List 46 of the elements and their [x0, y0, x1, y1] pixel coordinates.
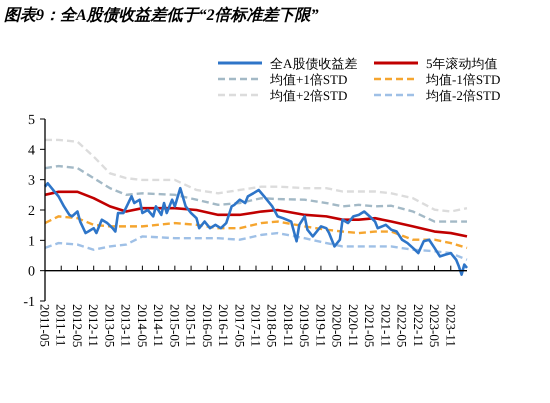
line-series	[44, 190, 468, 238]
x-tick-label: 2011-05	[38, 304, 52, 347]
x-tick-label: 2013-05	[102, 304, 118, 348]
legend-label: 全A股债收益差	[270, 56, 358, 71]
x-tick-label: 2016-11	[216, 304, 232, 347]
legend-label: 均值+2倍STD	[269, 88, 348, 103]
x-tick-label: 2020-11	[346, 304, 361, 347]
x-tick-label: 2018-11	[280, 304, 296, 347]
legend-label: 均值-1倍STD	[425, 72, 500, 87]
x-tick-label: 2017-05	[232, 304, 248, 348]
x-tick-label: 2018-05	[264, 304, 280, 348]
x-tick-label: 2020-05	[330, 304, 345, 348]
x-tick-label: 2019-11	[313, 304, 328, 347]
x-tick-label: 2014-11	[151, 304, 166, 347]
x-tick-label: 2019-05	[297, 304, 312, 348]
y-tick-label: 3	[28, 174, 35, 189]
y-tick-label: 5	[28, 113, 35, 128]
legend-label: 5年滚动均值	[426, 56, 498, 71]
legend-label: 均值+1倍STD	[269, 72, 348, 87]
y-tick-label: 1	[28, 234, 35, 250]
x-tick-label: 2016-05	[200, 304, 215, 348]
x-tick-label: 2021-05	[362, 304, 378, 348]
x-tick-label: 2015-05	[167, 304, 182, 348]
line-series	[44, 164, 468, 223]
x-tick-label: 2023-05	[427, 304, 442, 348]
y-tick-label: 0	[28, 264, 35, 280]
x-tick-label: 2014-05	[134, 304, 150, 348]
y-tick-label: 4	[28, 143, 35, 158]
x-tick-label: 2021-11	[378, 304, 394, 347]
line-series	[44, 182, 468, 276]
x-tick-label: 2017-11	[248, 304, 264, 347]
x-tick-label: 2015-11	[184, 304, 199, 347]
x-tick-label: 2013-11	[118, 304, 134, 347]
line-series	[44, 138, 468, 213]
x-tick-label: 2012-11	[86, 304, 102, 347]
x-tick-label: 2022-05	[394, 304, 410, 348]
y-tick-label: 2	[28, 204, 35, 219]
x-tick-label: 2023-11	[443, 304, 458, 347]
legend-label: 均值-2倍STD	[425, 88, 500, 103]
line-series	[44, 215, 468, 250]
line-series	[44, 232, 468, 261]
x-tick-label: 2011-11	[54, 304, 69, 346]
x-tick-label: 2012-05	[70, 304, 85, 348]
chart-title: 图表9：全A股债收益差低于“2倍标准差下限”	[4, 6, 319, 24]
x-tick-label: 2022-11	[410, 304, 426, 347]
y-tick-label: -1	[23, 295, 35, 310]
